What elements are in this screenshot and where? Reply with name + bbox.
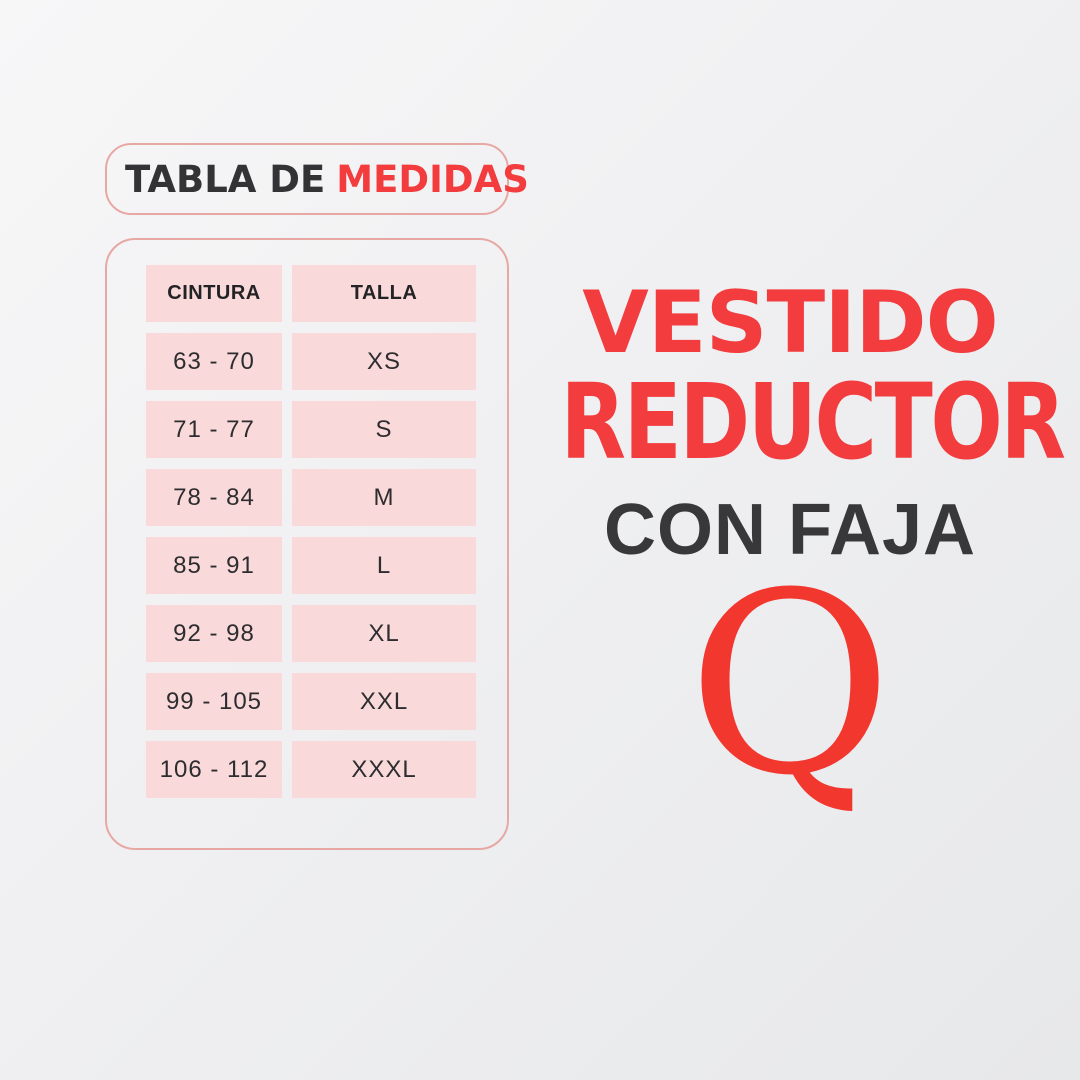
column-header-talla: TALLA [292, 265, 476, 322]
headline-line1: VESTIDO [582, 273, 998, 373]
cell-waist-m: 78 - 84 [146, 469, 282, 526]
cell-size-xl: XL [292, 605, 476, 662]
brand-q-logo: Q [687, 539, 893, 830]
column-header-cintura: CINTURA [146, 265, 282, 322]
cell-waist-xxl: 99 - 105 [146, 673, 282, 730]
cell-waist-l: 85 - 91 [146, 537, 282, 594]
cell-size-xxxl: XXXL [292, 741, 476, 798]
size-chart-title-box: TABLA DE MEDIDAS [105, 143, 529, 215]
headline-subline: CON FAJA [603, 490, 977, 570]
cell-size-l: L [292, 537, 476, 594]
size-chart-table: CINTURA TALLA 63 - 70 XS 71 - 77 S 78 - … [146, 265, 476, 798]
cell-size-xs: XS [292, 333, 476, 390]
title-highlight: MEDIDAS [336, 157, 529, 201]
cell-waist-s: 71 - 77 [146, 401, 282, 458]
cell-waist-xs: 63 - 70 [146, 333, 282, 390]
cell-size-xxl: XXL [292, 673, 476, 730]
cell-size-s: S [292, 401, 476, 458]
headline-block: VESTIDO REDUCTOR CON FAJA Q [510, 273, 1070, 830]
size-chart-card: CINTURA TALLA 63 - 70 XS 71 - 77 S 78 - … [105, 238, 509, 850]
cell-waist-xxxl: 106 - 112 [146, 741, 282, 798]
cell-size-m: M [292, 469, 476, 526]
cell-waist-xl: 92 - 98 [146, 605, 282, 662]
headline-line2: REDUCTOR [560, 361, 1066, 483]
title-prefix: TABLA DE [125, 157, 326, 201]
